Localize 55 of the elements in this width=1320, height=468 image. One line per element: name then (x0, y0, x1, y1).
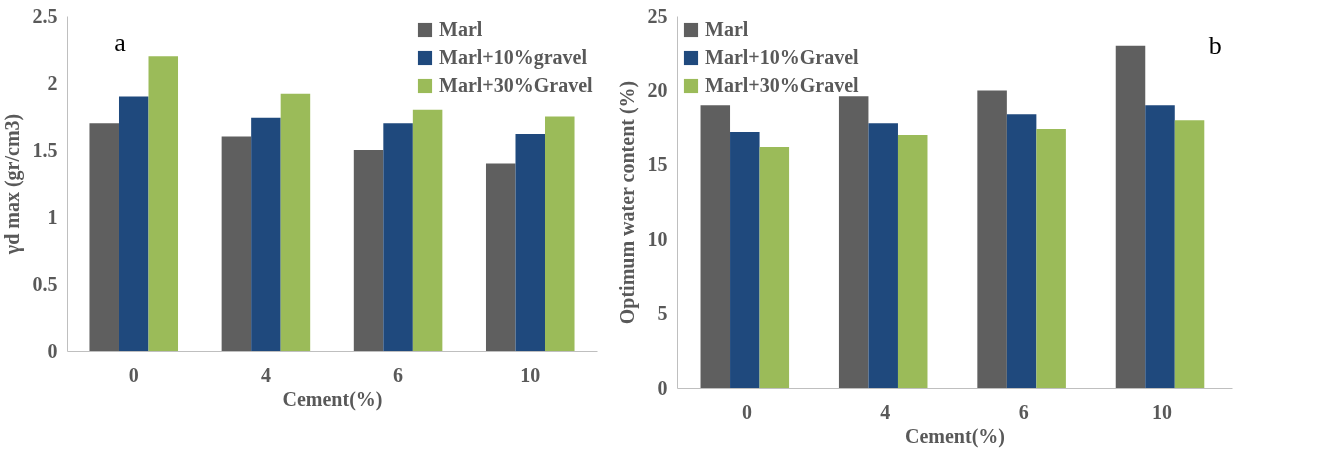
bar (1145, 105, 1175, 388)
bar (280, 93, 311, 351)
y-tick-label: 25 (647, 4, 668, 27)
annotation: b (1208, 30, 1222, 60)
bar (545, 116, 575, 351)
bar (485, 163, 516, 351)
bar (897, 135, 928, 388)
legend-label: Marl+10%Gravel (705, 46, 860, 68)
legend-label: Marl+30%Gravel (439, 74, 594, 96)
y-tick-label: 2 (47, 71, 58, 94)
x-tick-label: 0 (741, 400, 752, 423)
x-tick-label: 10 (1152, 400, 1173, 423)
legend-label: Marl+10%gravel (439, 46, 588, 69)
bar (148, 56, 179, 351)
x-axis-title: Cement(%) (905, 424, 1005, 448)
x-tick-label: 6 (393, 363, 404, 386)
bar (1036, 129, 1066, 388)
bar (759, 146, 790, 388)
y-tick-label: 1 (47, 205, 58, 228)
bar (412, 109, 443, 351)
y-tick-label: 0 (47, 339, 58, 362)
legend-label: Marl (705, 18, 749, 40)
bar (1115, 45, 1146, 388)
legend-label: Marl (439, 18, 483, 40)
bar (515, 133, 546, 351)
y-tick-label: 15 (647, 153, 668, 176)
bar (700, 105, 731, 388)
bar (221, 136, 252, 351)
bar (118, 96, 149, 351)
y-axis-title: Optimum water content (%) (615, 80, 639, 325)
bar (1006, 114, 1037, 388)
bar (838, 96, 869, 388)
x-tick-label: 4 (880, 400, 891, 423)
bar (383, 123, 413, 351)
x-tick-label: 6 (1018, 400, 1029, 423)
x-tick-label: 10 (520, 363, 541, 386)
x-axis-title: Cement(%) (282, 387, 383, 411)
legend-label: Marl+30%Gravel (705, 74, 860, 96)
y-tick-label: 5 (657, 302, 668, 325)
x-tick-label: 4 (260, 363, 271, 386)
y-axis-title: γd max (gr/cm3) (0, 113, 24, 256)
y-tick-label: 0.5 (32, 272, 58, 295)
y-tick-label: 10 (647, 227, 668, 250)
bar (89, 123, 119, 351)
bar (977, 90, 1007, 388)
y-tick-label: 20 (647, 78, 668, 101)
y-tick-label: 1.5 (32, 138, 58, 161)
bar (1174, 120, 1205, 388)
bar (251, 117, 281, 351)
annotation: a (114, 27, 127, 57)
bar (868, 123, 898, 388)
bar (730, 132, 760, 388)
x-tick-label: 0 (128, 363, 139, 386)
y-tick-label: 2.5 (32, 4, 58, 27)
bar (353, 150, 384, 351)
